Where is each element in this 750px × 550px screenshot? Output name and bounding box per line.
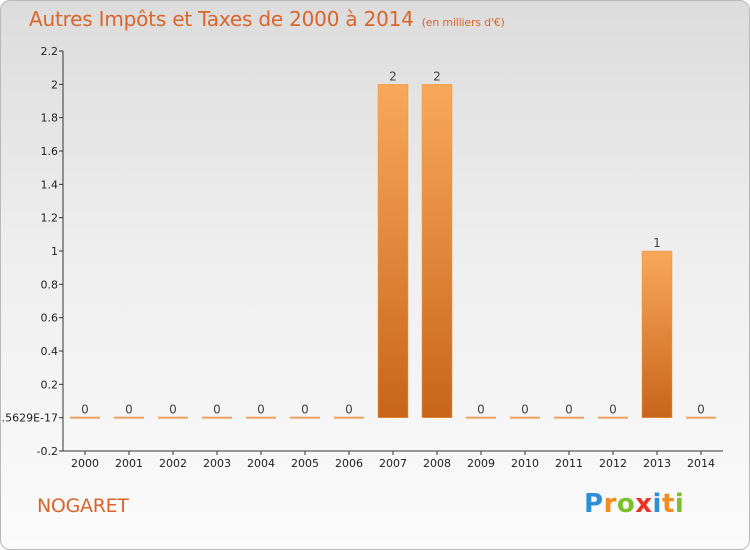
- logo-letter: o: [616, 489, 636, 519]
- logo-letter: i: [652, 489, 662, 519]
- y-tick-label: -0.2: [37, 445, 58, 458]
- x-tick-label: 2008: [423, 457, 451, 470]
- place-name: NOGARET: [37, 495, 129, 517]
- data-label: 0: [81, 403, 89, 417]
- bar: [114, 416, 144, 419]
- x-tick-label: 2000: [71, 457, 99, 470]
- x-tick-label: 2006: [335, 457, 363, 470]
- logo-letter: P: [584, 489, 604, 519]
- bar: [202, 416, 232, 419]
- y-tick-label: 2: [51, 78, 58, 91]
- data-label: 0: [125, 403, 133, 417]
- x-tick-label: 2012: [599, 457, 627, 470]
- x-tick-label: 2009: [467, 457, 495, 470]
- data-label: 0: [609, 403, 617, 417]
- x-tick-label: 2010: [511, 457, 539, 470]
- data-label: 0: [213, 403, 221, 417]
- bar: [598, 416, 628, 419]
- data-labels: 0 0 0 0 0 0 0 2 2 0 0 0 0 1 0: [81, 69, 705, 416]
- bar: [70, 416, 100, 419]
- y-tick-label: 1.4: [41, 178, 59, 191]
- y-tick-label: 1.2: [41, 212, 59, 225]
- chart-title-text: Autres Impôts et Taxes de 2000 à 2014: [29, 7, 414, 31]
- y-tick-label: 0.2: [41, 378, 59, 391]
- logo-letter: r: [603, 489, 617, 519]
- bar: [510, 416, 540, 419]
- data-label: 2: [433, 69, 441, 83]
- x-tick-label: 2004: [247, 457, 275, 470]
- y-tick-label: 0.4: [41, 345, 59, 358]
- axes: 2.2 2 1.8 1.6 1.4 1.2 1 0.8 0.6 0.4 0.2 -1.5629E-17…: [1, 45, 723, 470]
- bar: [377, 84, 409, 418]
- bar: [334, 416, 364, 419]
- data-label: 0: [565, 403, 573, 417]
- bar: [290, 416, 320, 419]
- chart-title: Autres Impôts et Taxes de 2000 à 2014 (en…: [29, 7, 505, 31]
- x-tick-label: 2003: [203, 457, 231, 470]
- bar: [466, 416, 496, 419]
- x-tick-label: 2005: [291, 457, 319, 470]
- data-label: 0: [521, 403, 529, 417]
- data-label: 0: [345, 403, 353, 417]
- data-label: 0: [301, 403, 309, 417]
- x-tick-label: 2014: [687, 457, 715, 470]
- data-label: 2: [389, 69, 397, 83]
- data-label: 0: [169, 403, 177, 417]
- logo-letter: t: [661, 489, 675, 519]
- x-tick-label: 2002: [159, 457, 187, 470]
- x-tick-label: 2011: [555, 457, 583, 470]
- data-label: 0: [477, 403, 485, 417]
- y-tick-label: 1.8: [41, 112, 59, 125]
- data-label: 0: [697, 403, 705, 417]
- chart-unit-note: (en milliers d'€): [421, 16, 505, 29]
- y-tick-label: -1.5629E-17: [1, 412, 58, 425]
- bar: [554, 416, 584, 419]
- bar: [686, 416, 716, 419]
- data-label: 0: [257, 403, 265, 417]
- y-tick-label: 0.8: [41, 278, 59, 291]
- bar: [246, 416, 276, 419]
- bar: [641, 250, 673, 418]
- x-tick-label: 2001: [115, 457, 143, 470]
- proxiti-logo[interactable]: Proxiti: [584, 489, 684, 519]
- y-tick-label: 1: [51, 245, 58, 258]
- y-tick-label: 0.6: [41, 312, 59, 325]
- bar: [421, 84, 453, 418]
- bars: [70, 84, 716, 419]
- y-tick-label: 1.6: [41, 145, 59, 158]
- logo-letter: x: [635, 489, 653, 519]
- data-label: 1: [653, 236, 661, 250]
- bar: [158, 416, 188, 419]
- logo-letter: i: [674, 489, 685, 519]
- x-tick-label: 2007: [379, 457, 407, 470]
- x-tick-label: 2013: [643, 457, 671, 470]
- y-tick-label: 2.2: [41, 45, 59, 58]
